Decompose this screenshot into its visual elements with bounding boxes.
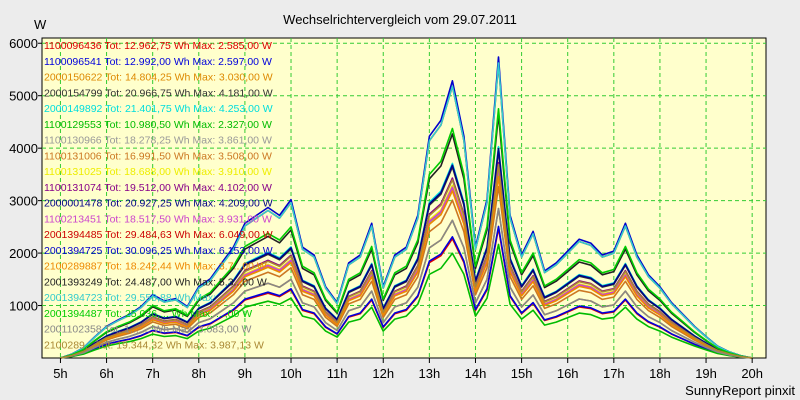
- x-tick-label: 16h: [557, 366, 579, 381]
- legend-entry: 2000001478 Tot: 20.927,25 Wh Max: 4.209,…: [44, 198, 273, 210]
- y-tick-label: 4000: [9, 141, 38, 156]
- legend-entry: 2001394723 Tot: 29.550,88 Wh Max: ...: [44, 292, 228, 304]
- series-line-2: [60, 225, 753, 359]
- legend-entry: 2001102358 Tot: 1...,... Wh Max: 3.083,0…: [44, 324, 251, 336]
- legend-entry: 1100131074 Tot: 19.512,00 Wh Max: 4.102,…: [44, 182, 272, 194]
- x-tick-label: 19h: [695, 366, 717, 381]
- x-tick-label: 20h: [741, 366, 763, 381]
- axes: 5h 6h 7h 8h 9h 10h 11h 12h 13h 14h 15h 16h 17h 18h 19h…: [9, 36, 763, 381]
- x-tick-label: 18h: [649, 366, 671, 381]
- y-tick-label: 5000: [9, 89, 38, 104]
- series-line-20: [60, 163, 753, 359]
- series-line-19: [60, 207, 753, 359]
- legend-entry: 2001393249 Tot: 24.487,00 Wh Max: 5.3..,…: [44, 276, 267, 288]
- legend-entry: 2000149892 Tot: 21.401,75 Wh Max: 4.253,…: [44, 103, 273, 115]
- x-tick-label: 7h: [145, 366, 159, 381]
- series-line-18: [60, 108, 753, 359]
- series-line-15: [60, 175, 753, 359]
- legend-entry: 1100096436 Tot: 12.962,75 Wh Max: 2.585,…: [44, 40, 272, 52]
- x-tick-label: 17h: [603, 366, 625, 381]
- y-tick-label: 3000: [9, 194, 38, 209]
- x-tick-label: 12h: [372, 366, 394, 381]
- legend-entry: 2000154799 Tot: 20.966,75 Wh Max: 4.181,…: [44, 87, 273, 99]
- legend-entry: 1100213451 Tot: 18.517,50 Wh Max: 3.931,…: [44, 213, 272, 225]
- x-tick-label: 8h: [192, 366, 206, 381]
- legend-entry: 2001394485 Tot: 29.484,63 Wh Max: 6.049,…: [44, 229, 273, 241]
- legend-entry: 2001394487 Tot: 25.036,... Wh Max: ...,0…: [44, 308, 252, 320]
- series-lines: [60, 56, 753, 359]
- legend-entry: 2100289... Tot: 19.344,32 Wh Max: 3.987,…: [44, 339, 264, 351]
- series-line-16: [60, 114, 753, 359]
- x-tick-label: 14h: [465, 366, 487, 381]
- y-axis-unit-label: W: [34, 17, 47, 32]
- legend: 1100096436 Tot: 12.962,75 Wh Max: 2.585,…: [44, 40, 273, 351]
- y-tick-label: 1000: [9, 299, 38, 314]
- legend-entry: 2100289887 Tot: 18.242,44 Wh Max: 3.7..,…: [44, 261, 267, 273]
- y-tick-label: 2000: [9, 246, 38, 261]
- x-tick-label: 5h: [53, 366, 67, 381]
- y-tick-label: 6000: [9, 36, 38, 51]
- x-tick-label: 6h: [99, 366, 113, 381]
- legend-entry: 1100096541 Tot: 12.992,00 Wh Max: 2.597,…: [44, 56, 272, 68]
- series-line-17: [60, 62, 753, 359]
- credit-label: SunnyReport pinxit: [685, 383, 795, 398]
- legend-entry: 1100130966 Tot: 18.278,25 Wh Max: 3.861,…: [44, 135, 272, 147]
- legend-entry: 2001394725 Tot: 30.096,25 Wh Max: 6.153,…: [44, 245, 273, 257]
- x-tick-label: 11h: [327, 366, 348, 381]
- legend-entry: 1100131025 Tot: 18.688,00 Wh Max: 3.910,…: [44, 166, 272, 178]
- x-tick-label: 9h: [238, 366, 252, 381]
- series-line-11: [60, 147, 753, 359]
- x-tick-label: 13h: [419, 366, 441, 381]
- legend-entry: 1100131006 Tot: 16.991,50 Wh Max: 3.508,…: [44, 150, 272, 162]
- series-line-8: [60, 185, 753, 359]
- x-tick-label: 10h: [280, 366, 302, 381]
- legend-entry: 1100129553 Tot: 10.980,50 Wh Max: 2.327,…: [44, 119, 272, 131]
- legend-entry: 2000150622 Tot: 14.804,25 Wh Max: 3.030,…: [44, 72, 273, 84]
- x-tick-label: 15h: [511, 366, 533, 381]
- chart-title: Wechselrichtervergleich vom 29.07.2011: [283, 12, 517, 27]
- series-line-6: [60, 243, 753, 359]
